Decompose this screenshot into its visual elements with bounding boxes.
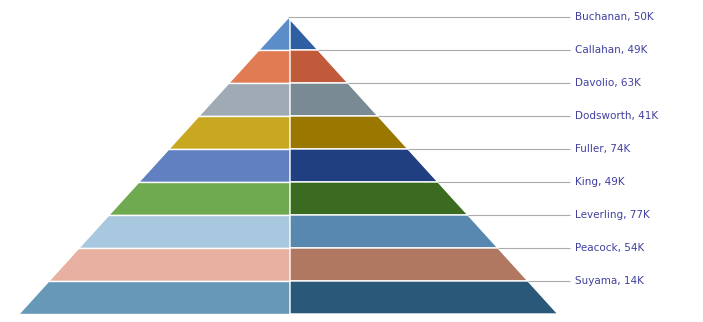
Polygon shape [168,116,290,149]
Text: Peacock, 54K: Peacock, 54K [575,243,644,253]
Polygon shape [258,17,290,50]
Text: Leverling, 77K: Leverling, 77K [575,210,650,220]
Polygon shape [290,215,498,248]
Polygon shape [290,182,468,215]
Polygon shape [108,182,290,215]
Polygon shape [290,149,438,182]
Polygon shape [138,149,290,182]
Text: Buchanan, 50K: Buchanan, 50K [575,12,654,22]
Text: Fuller, 74K: Fuller, 74K [575,144,631,154]
Polygon shape [288,17,318,50]
Polygon shape [78,215,290,248]
Polygon shape [228,50,290,83]
Polygon shape [290,248,528,281]
Text: Davolio, 63K: Davolio, 63K [575,78,641,88]
Polygon shape [290,116,408,149]
Polygon shape [290,281,558,314]
Text: Callahan, 49K: Callahan, 49K [575,45,647,55]
Polygon shape [48,248,290,281]
Text: Dodsworth, 41K: Dodsworth, 41K [575,111,658,121]
Polygon shape [198,83,290,116]
Text: King, 49K: King, 49K [575,177,625,187]
Polygon shape [290,50,348,83]
Polygon shape [18,281,290,314]
Polygon shape [290,83,378,116]
Text: Suyama, 14K: Suyama, 14K [575,276,644,286]
